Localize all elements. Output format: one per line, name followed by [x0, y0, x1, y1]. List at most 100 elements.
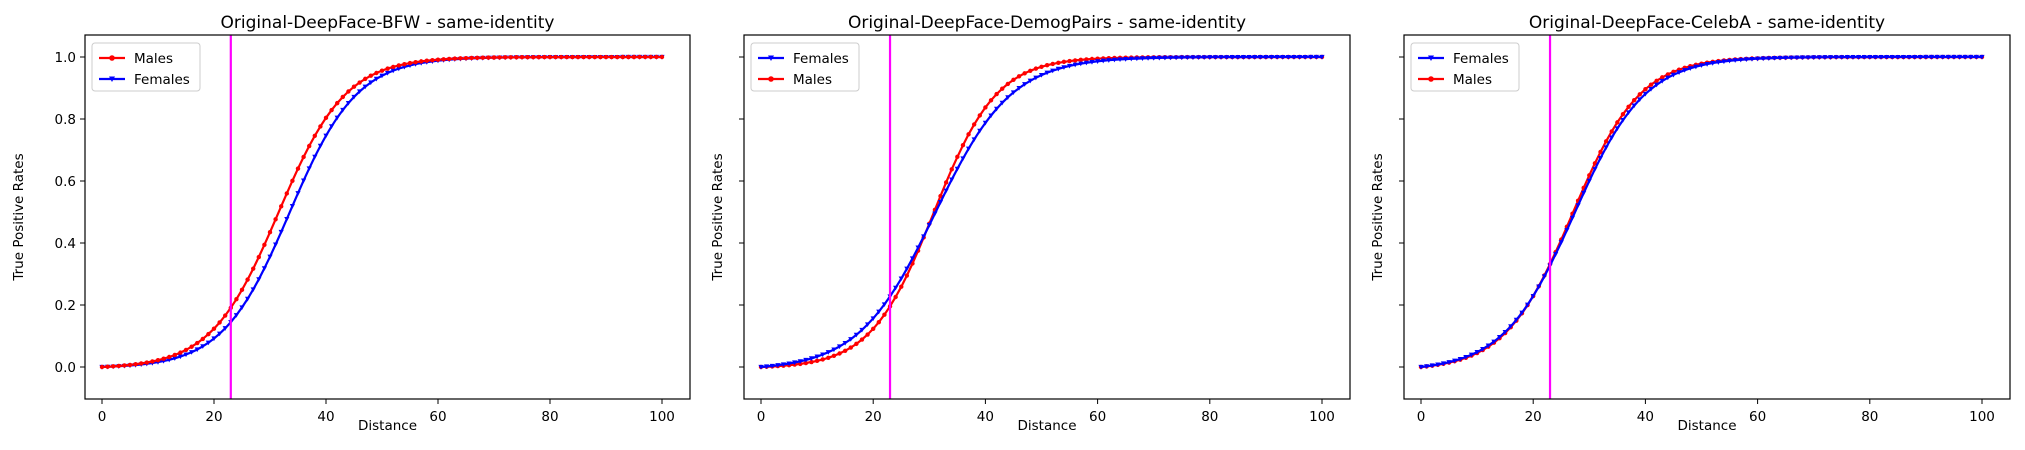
data-point-females [1625, 110, 1632, 116]
data-point-females [1530, 293, 1536, 299]
data-point-females [1308, 54, 1314, 60]
data-point-females [1620, 118, 1626, 123]
data-point-females [1083, 60, 1089, 66]
data-point-females [340, 107, 346, 113]
data-point-females [306, 166, 312, 172]
data-point-males [603, 54, 609, 60]
data-point-males [575, 54, 581, 60]
data-point-males [200, 336, 205, 342]
x-tick-label: 80 [541, 409, 558, 425]
data-point-females [1603, 145, 1609, 151]
data-point-females [1491, 339, 1497, 345]
data-point-females [848, 337, 854, 342]
data-point-females [1207, 55, 1213, 60]
data-point-males [480, 55, 485, 60]
data-point-males [452, 56, 457, 61]
data-point-females [1771, 56, 1778, 61]
data-point-males [1615, 120, 1620, 125]
data-point-females [385, 70, 391, 76]
x-tick-label: 20 [865, 409, 882, 425]
data-point-males [497, 55, 502, 60]
data-point-females [1296, 54, 1303, 60]
data-point-males [503, 55, 508, 60]
data-point-females [988, 113, 994, 119]
legend-label-females: Females [134, 72, 190, 88]
data-point-males [620, 54, 625, 60]
data-point-females [373, 76, 379, 82]
data-point-females [1055, 66, 1061, 72]
data-point-females [166, 357, 172, 363]
data-point-males [463, 55, 469, 61]
data-point-males [357, 80, 362, 85]
data-point-females [256, 277, 262, 282]
data-point-males [245, 277, 250, 282]
data-point-females [1173, 55, 1179, 61]
data-point-females [1536, 284, 1542, 290]
data-point-females [1609, 135, 1615, 141]
data-point-females [1156, 55, 1162, 61]
data-point-males [295, 166, 301, 171]
data-point-males [267, 229, 273, 235]
plot-frame [84, 34, 691, 400]
data-point-males [379, 68, 385, 73]
data-point-males [155, 358, 161, 363]
data-point-females [1631, 103, 1637, 109]
data-point-females [1474, 350, 1480, 355]
y-axis-label: True Positive Rates [1370, 153, 1386, 281]
data-point-females [1446, 360, 1452, 365]
data-point-females [1973, 54, 1979, 60]
data-point-males [943, 180, 949, 185]
data-point-females [1078, 61, 1084, 67]
data-point-females [1951, 54, 1957, 60]
data-point-males [820, 357, 825, 362]
data-point-females [278, 229, 284, 235]
data-point-females [1016, 86, 1022, 91]
x-axis-label: Distance [1677, 418, 1736, 434]
data-point-males [441, 57, 446, 62]
x-tick-label: 0 [1417, 409, 1426, 425]
data-point-females [1190, 55, 1196, 60]
x-axis-label: Distance [358, 418, 417, 434]
x-tick-label: 0 [757, 409, 766, 425]
data-point-females [1912, 54, 1918, 60]
data-point-females [1553, 252, 1559, 257]
data-point-females [808, 356, 815, 361]
data-point-males [1084, 57, 1089, 62]
data-point-females [1889, 54, 1895, 60]
data-point-males [615, 54, 620, 60]
data-point-males [161, 356, 166, 361]
x-tick-label: 20 [205, 409, 222, 425]
data-point-females [1257, 54, 1263, 60]
data-point-males [525, 54, 530, 60]
data-point-females [1235, 55, 1241, 60]
data-point-males [407, 60, 413, 66]
data-point-males [279, 204, 284, 209]
data-point-females [323, 133, 329, 139]
data-point-males [346, 89, 351, 94]
data-point-males [251, 266, 256, 271]
data-point-males [301, 154, 306, 160]
data-point-females [1072, 62, 1078, 68]
data-point-males [1660, 75, 1665, 80]
y-tick-label: 1.0 [55, 50, 76, 66]
data-point-females [1291, 54, 1297, 60]
data-point-females [1195, 55, 1202, 60]
data-point-males [217, 320, 222, 325]
data-point-females [1010, 90, 1017, 96]
data-point-males [396, 63, 401, 68]
data-point-males [977, 113, 982, 118]
data-point-females [1895, 54, 1901, 60]
data-point-females [194, 347, 200, 353]
legend-label-males: Males [1453, 72, 1492, 88]
data-point-males [1637, 92, 1642, 97]
data-point-females [1440, 361, 1447, 367]
data-point-females [1783, 55, 1789, 61]
data-point-females [1151, 55, 1157, 61]
data-point-females [1457, 356, 1463, 362]
data-point-males [626, 54, 631, 60]
data-point-males [178, 350, 183, 355]
data-point-females [1485, 343, 1491, 349]
x-tick-label: 100 [1309, 409, 1335, 425]
x-axis-label: Distance [1017, 418, 1076, 434]
data-point-females [1659, 78, 1665, 84]
